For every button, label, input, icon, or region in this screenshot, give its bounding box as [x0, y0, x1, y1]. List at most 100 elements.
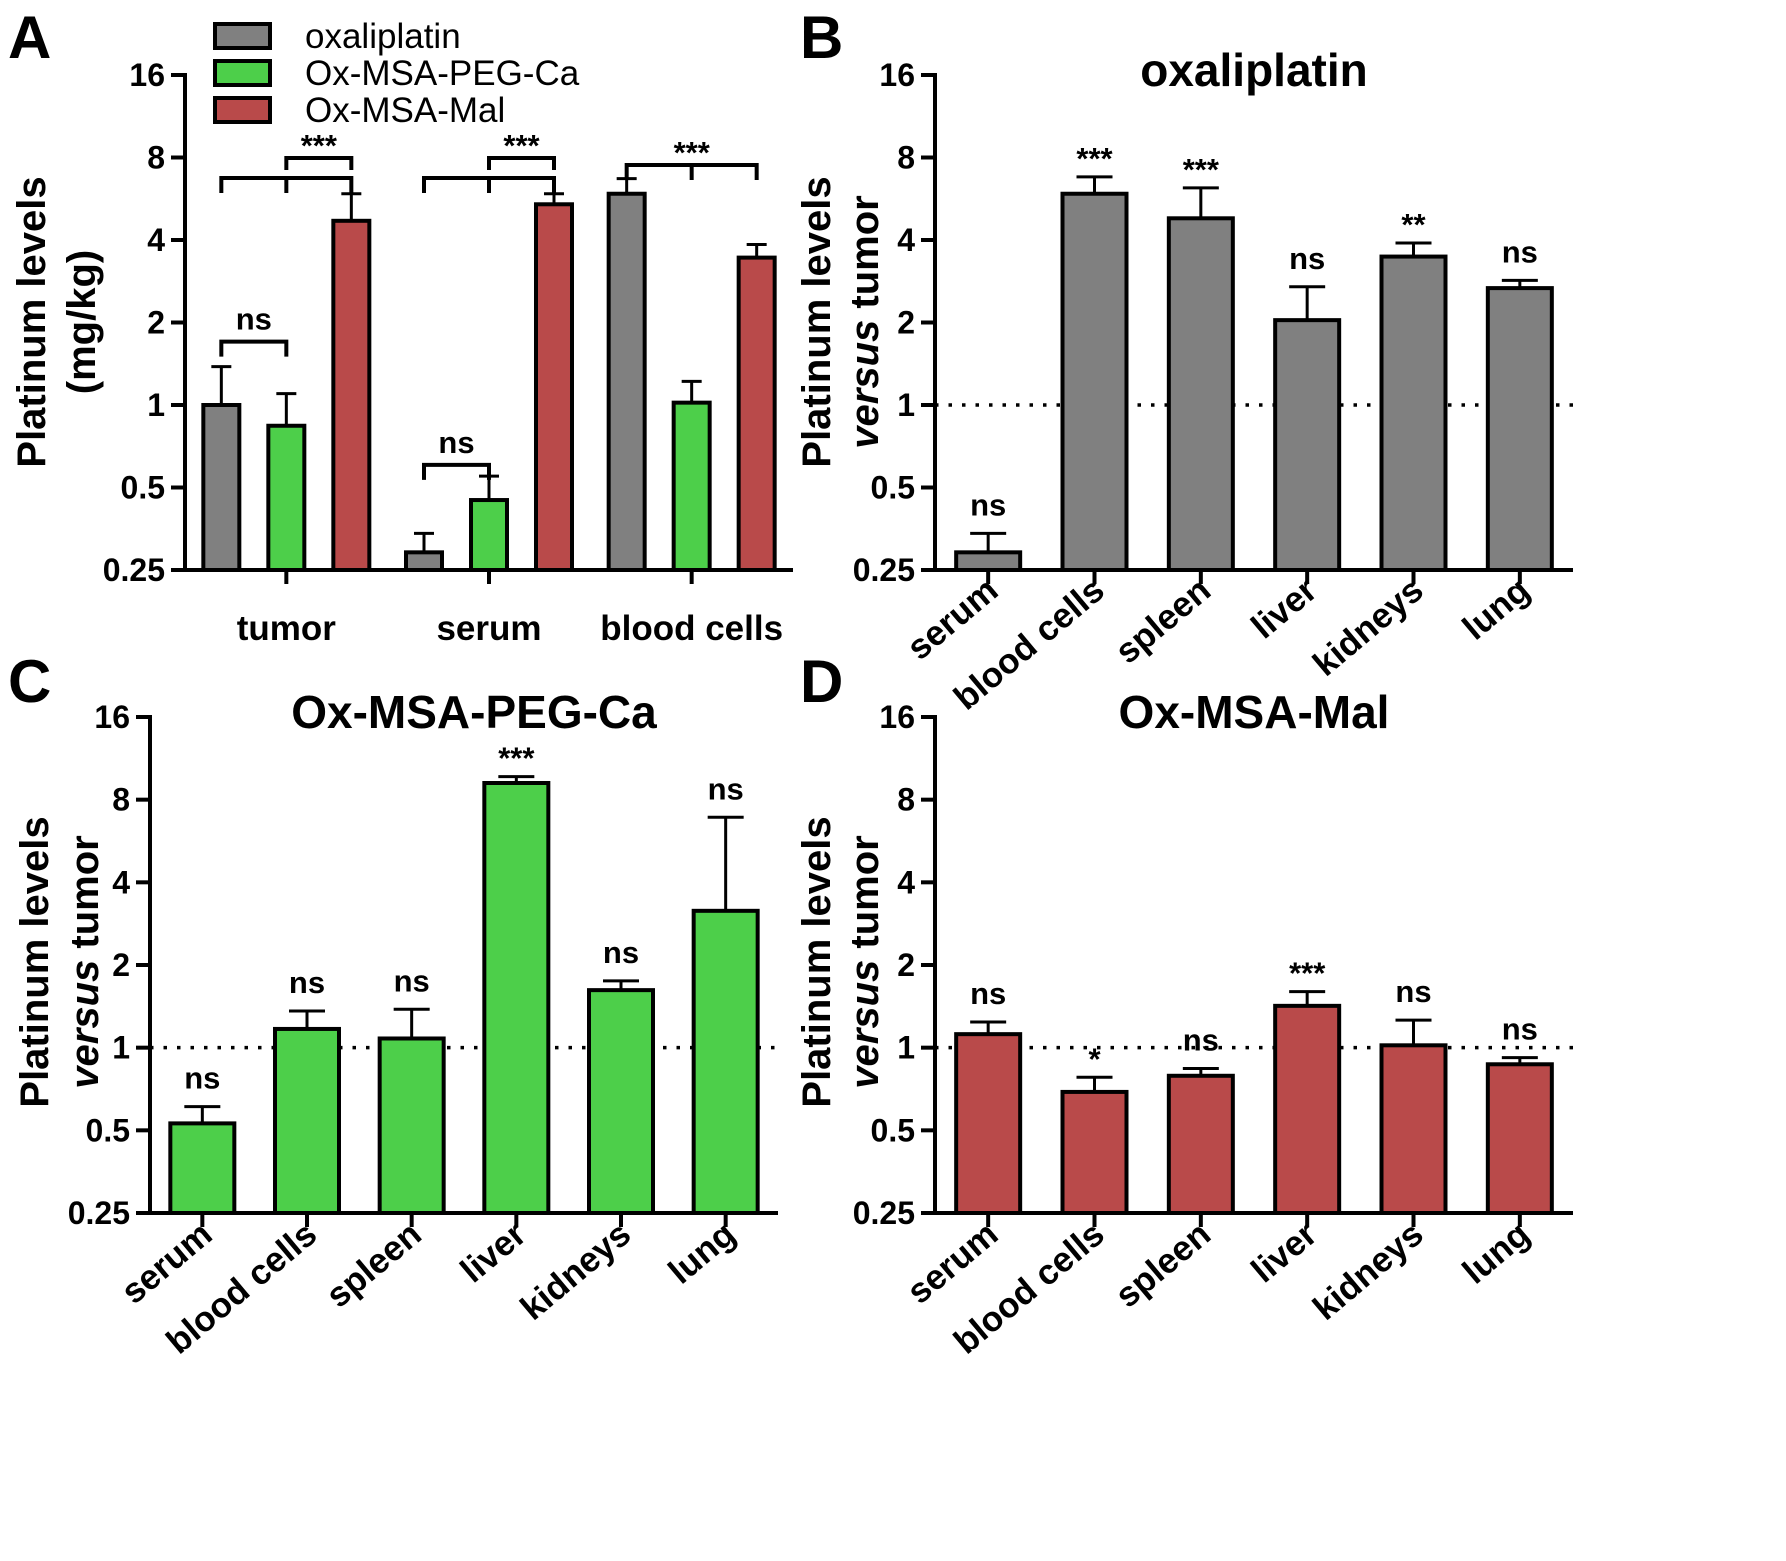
bar: [168, 1121, 237, 1216]
y-tick-label: 0.5: [86, 1112, 130, 1148]
x-tick-label: spleen: [1108, 1214, 1218, 1315]
legend-label: Ox-MSA-Mal: [305, 91, 505, 130]
significance-label: ns: [236, 302, 272, 337]
bar-Ox-MSA-PEG-Ca: [266, 423, 307, 572]
legend-swatch: [213, 96, 272, 124]
legend-swatch: [213, 59, 272, 87]
y-tick-label: 0.25: [103, 552, 165, 588]
y-tick-label: 4: [112, 864, 130, 900]
y-axis-label: Platinum levels: [13, 816, 57, 1107]
significance-label: ns: [1502, 234, 1538, 269]
y-axis-label-italic: versus: [63, 960, 107, 1089]
panel-title: Ox-MSA-PEG-Ca: [291, 686, 657, 738]
significance-label: ***: [498, 741, 535, 776]
y-tick-label: 1: [112, 1030, 130, 1066]
significance-label: ns: [394, 963, 430, 998]
x-tick-label: kidneys: [513, 1214, 638, 1328]
bar: [1485, 286, 1554, 572]
bar-Ox-MSA-PEG-Ca: [671, 400, 712, 572]
panel-C: C Ox-MSA-PEG-Ca Platinum levels versus tumo…: [8, 648, 778, 1362]
y-tick-label: 8: [147, 140, 165, 176]
y-tick-label: 16: [879, 699, 915, 735]
significance-label: ***: [1289, 956, 1326, 991]
y-axis-label-italic: versus: [843, 320, 887, 449]
bar: [954, 550, 1023, 573]
y-tick-label: 1: [147, 387, 165, 423]
significance-label: ns: [1183, 1022, 1219, 1057]
significance-label: *: [1088, 1041, 1101, 1076]
comparison-bracket: [219, 339, 289, 357]
y-tick-label: 2: [897, 947, 915, 983]
x-tick-label: lung: [1455, 570, 1537, 647]
bar-oxaliplatin: [201, 403, 242, 572]
comparison-bracket-inner: [284, 156, 354, 170]
panel-D: D Ox-MSA-Mal Platinum levels versus tumor 0.…: [795, 648, 1573, 1362]
significance-label: ns: [1395, 974, 1431, 1009]
y-tick-label: 0.25: [853, 552, 915, 588]
bar: [1166, 216, 1235, 573]
x-tick-label: lung: [661, 1214, 743, 1291]
y-axis-label-rest: tumor: [843, 835, 887, 959]
y-tick-label: 2: [112, 947, 130, 983]
bar: [1379, 1043, 1448, 1215]
y-tick-label: 1: [897, 387, 915, 423]
bar-Ox-MSA-PEG-Ca: [469, 498, 509, 572]
x-tick-label: blood cells: [600, 609, 783, 648]
significance-label: ***: [1183, 152, 1220, 187]
y-axis-label-line2: versus tumor: [63, 835, 107, 1088]
y-tick-label: 4: [897, 222, 915, 258]
y-tick-label: 16: [129, 57, 165, 93]
panel-letter: B: [800, 4, 843, 71]
bar: [1273, 1003, 1342, 1216]
y-tick-label: 16: [94, 699, 130, 735]
x-tick-label: spleen: [1108, 570, 1218, 671]
significance-label: ns: [438, 425, 474, 460]
significance-label: ns: [603, 935, 639, 970]
bar-oxaliplatin: [404, 550, 444, 573]
panel-letter: A: [8, 4, 51, 71]
y-axis-label: Platinum levels: [10, 176, 54, 467]
y-tick-label: 16: [879, 57, 915, 93]
y-tick-label: 1: [897, 1030, 915, 1066]
x-tick-label: tumor: [237, 609, 337, 648]
bar-Ox-MSA-Mal: [331, 218, 372, 572]
bar: [1485, 1062, 1554, 1215]
y-tick-label: 8: [112, 782, 130, 818]
bar: [587, 988, 655, 1215]
legend-label: Ox-MSA-PEG-Ca: [305, 54, 580, 93]
bar-oxaliplatin: [606, 191, 647, 572]
significance-label: ns: [184, 1061, 220, 1096]
bar-Ox-MSA-Mal: [534, 202, 574, 572]
significance-label: ns: [708, 771, 744, 806]
y-tick-label: 0.5: [871, 1112, 915, 1148]
y-tick-label: 0.25: [853, 1195, 915, 1231]
x-tick-label: lung: [1455, 1214, 1537, 1291]
significance-label: ns: [970, 976, 1006, 1011]
significance-label: ns: [1289, 241, 1325, 276]
panel-A: A Platinum levels (mg/kg) 0.25 0.5 1 2 4 8 16 tumo…: [8, 4, 793, 648]
x-tick-label: kidneys: [1306, 570, 1431, 684]
bar: [377, 1036, 446, 1215]
y-tick-label: 0.5: [871, 470, 915, 506]
y-tick-label: 8: [897, 140, 915, 176]
y-tick-label: 0.5: [121, 470, 165, 506]
panel-letter: C: [8, 648, 51, 715]
significance-label: ns: [970, 487, 1006, 522]
y-tick-label: 2: [147, 305, 165, 341]
x-tick-label: liver: [1244, 570, 1325, 646]
significance-label: ***: [1076, 141, 1113, 176]
panel-letter: D: [800, 648, 843, 715]
y-tick-label: 8: [897, 782, 915, 818]
significance-label: ***: [674, 135, 711, 170]
y-axis-label-line2: versus tumor: [843, 195, 887, 448]
x-tick-label: serum: [436, 609, 541, 648]
legend-swatch: [213, 22, 272, 50]
y-tick-label: 2: [897, 305, 915, 341]
panel-title: Ox-MSA-Mal: [1119, 686, 1390, 738]
significance-label: ***: [503, 128, 540, 163]
bar: [1060, 1089, 1129, 1216]
y-axis-label-line2: (mg/kg): [60, 250, 104, 394]
significance-label: ***: [301, 128, 338, 163]
legend-label: oxaliplatin: [305, 17, 461, 56]
